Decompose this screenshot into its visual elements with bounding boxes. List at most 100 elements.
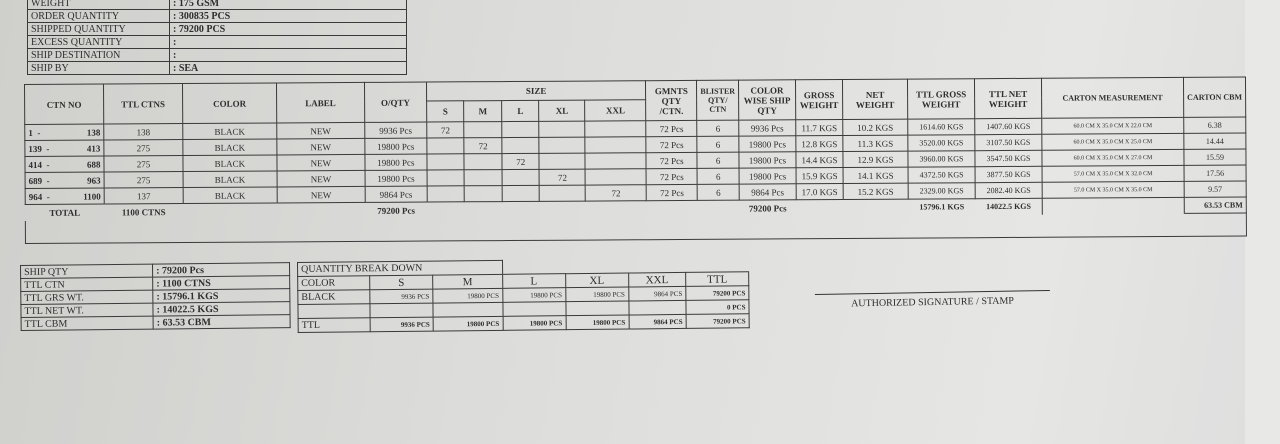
col-color-wise: COLOR WISE SHIP QTY	[738, 79, 796, 121]
ctn-range: 1 - 138	[24, 124, 104, 141]
summary-row: TTL CBM: 63.53 CBM	[21, 314, 291, 331]
order-info-value: : 175 GSM	[169, 0, 407, 10]
size-header-l: L	[501, 100, 540, 122]
size-qty: 72	[426, 121, 465, 139]
carton-cbm: 6.38	[1183, 117, 1246, 134]
ttl-ctns: 275	[103, 139, 183, 157]
gmnts-qty: 72 Pcs	[646, 168, 698, 185]
ctn-from: 414	[28, 159, 43, 170]
col-measurement: CARTON MEASUREMENT	[1041, 77, 1184, 119]
order-info-value: : SEA	[169, 61, 407, 75]
carton-measurement: 60.0 CM X 35.0 CM X 27.0 CM	[1041, 149, 1185, 167]
order-info-table: WEIGHT: 175 GSM ORDER QUANTITY: 300835 PC…	[27, 0, 407, 75]
size-header-s: S	[426, 100, 465, 123]
order-info-label: SHIPPED QUANTITY	[27, 22, 170, 36]
breakdown-ttl-qty: 19800 PCS	[433, 316, 503, 332]
carton-measurement: 60.0 CM X 35.0 CM X 25.0 CM	[1041, 133, 1184, 151]
breakdown-black-qty: 9936 PCS	[369, 289, 434, 304]
label: NEW	[276, 122, 365, 139]
ctn-to: 413	[86, 143, 101, 154]
breakdown-col-xl: XL	[565, 273, 629, 288]
gross-weight: 15.9 KGS	[796, 167, 844, 184]
ttl-ctns: 137	[104, 187, 184, 205]
size-qty	[464, 185, 503, 202]
carton-measurement: 57.0 CM X 35.0 CM X 35.0 CM	[1042, 181, 1185, 199]
blister-qty: 6	[697, 120, 739, 137]
ctn-to: 138	[86, 127, 101, 138]
ttl-gross-weight: 2329.00 KGS	[908, 182, 976, 200]
breakdown-color-header: COLOR	[297, 275, 370, 291]
size-qty	[502, 185, 540, 202]
total-ship-qty: 79200 Pcs	[748, 203, 787, 214]
gross-weight: 14.4 KGS	[795, 151, 844, 168]
gmnts-qty: 72 Pcs	[646, 152, 698, 169]
gmnts-qty: 72 Pcs	[646, 136, 698, 153]
gross-weight: 11.7 KGS	[795, 119, 843, 136]
color: BLACK	[182, 138, 277, 156]
oqty: 9864 Pcs	[365, 186, 428, 203]
ctn-to: 963	[87, 175, 101, 186]
size-qty: 72	[539, 169, 586, 186]
size-qty	[584, 120, 647, 138]
breakdown-col-xxl: XXL	[628, 272, 686, 288]
breakdown-ttl-qty: 9864 PCS	[628, 314, 687, 330]
size-qty	[426, 153, 465, 171]
size-qty	[539, 185, 586, 202]
ctn-range: 414 - 688	[24, 156, 105, 173]
order-info-value: :	[169, 35, 407, 49]
size-qty	[539, 153, 586, 170]
ctn-to: 688	[86, 159, 101, 170]
col-ttl-gross: TTL GROSS WEIGHT	[907, 78, 975, 120]
size-qty	[426, 137, 465, 155]
ctn-range: 139 - 413	[24, 140, 104, 157]
order-info-label: WEIGHT	[27, 0, 170, 10]
blister-qty: 6	[697, 152, 740, 169]
ttl-net-weight: 3877.50 KGS	[975, 166, 1043, 183]
packing-list-table: CTN NO TTL CTNS COLOR LABEL O/QTY SIZE G…	[24, 77, 1247, 244]
ttl-net-weight: 1407.60 KGS	[974, 118, 1042, 135]
total-gross: 15796.1 KGS	[919, 202, 965, 212]
color-wise-ship-qty: 19800 Pcs	[738, 151, 797, 169]
breakdown-col-l: L	[502, 273, 566, 289]
size-qty	[464, 121, 502, 138]
color: BLACK	[182, 154, 277, 172]
oqty: 19800 Pcs	[364, 170, 428, 187]
order-info-row: SHIP BY: SEA	[27, 61, 407, 75]
breakdown-blank-ttl: 0 PCS	[685, 299, 750, 315]
size-qty	[501, 137, 540, 154]
order-info-label: SHIP BY	[27, 61, 170, 75]
color: BLACK	[183, 170, 278, 188]
label: NEW	[276, 138, 365, 155]
order-info-value: :	[169, 48, 407, 62]
blister-qty: 6	[697, 168, 740, 185]
net-weight: 15.2 KGS	[843, 183, 909, 200]
size-header-xl: XL	[539, 100, 585, 122]
net-weight: 14.1 KGS	[843, 167, 909, 184]
carton-cbm: 17.56	[1184, 165, 1247, 182]
gmnts-qty: 72 Pcs	[646, 120, 698, 137]
order-info-value: : 300835 PCS	[169, 9, 407, 23]
color: BLACK	[183, 186, 278, 204]
carton-cbm: 15.59	[1183, 149, 1247, 166]
size-qty	[539, 121, 586, 138]
breakdown-ttl-qty: 9936 PCS	[369, 317, 434, 332]
order-info-label: SHIP DESTINATION	[27, 48, 170, 62]
total-ctns: 1100 CTNS	[121, 206, 166, 218]
order-info-label: EXCESS QUANTITY	[27, 35, 170, 49]
summary-value: : 63.53 CBM	[153, 314, 291, 330]
total-cbm: 63.53 CBM	[1184, 197, 1247, 214]
ttl-net-weight: 3547.50 KGS	[974, 150, 1043, 167]
order-info-row: EXCESS QUANTITY:	[27, 35, 407, 49]
size-qty	[427, 185, 465, 203]
order-info-row: ORDER QUANTITY: 300835 PCS	[27, 9, 407, 23]
label: NEW	[276, 170, 366, 187]
total-oqty: 79200 Pcs	[377, 205, 416, 216]
ttl-ctns: 138	[103, 123, 183, 141]
ctn-from: 964	[28, 191, 43, 202]
carton-measurement: 57.0 CM X 35.0 CM X 32.0 CM	[1042, 165, 1185, 183]
net-weight: 10.2 KGS	[842, 119, 908, 136]
ctn-range: 689 - 963	[25, 172, 105, 189]
color-wise-ship-qty: 19800 Pcs	[738, 135, 796, 153]
authorized-signature-line: AUTHORIZED SIGNATURE / STAMP	[814, 289, 1051, 311]
breakdown-black-qty: 19800 PCS	[432, 288, 503, 304]
